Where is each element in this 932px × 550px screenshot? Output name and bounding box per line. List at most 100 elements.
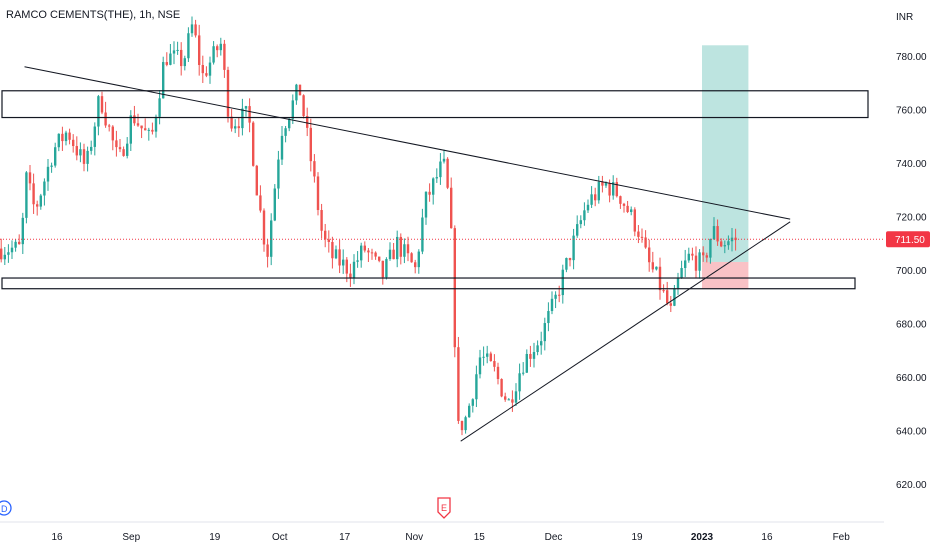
candle: [475, 365, 478, 408]
candle: [151, 122, 154, 135]
candle: [626, 200, 629, 214]
candle: [727, 235, 730, 250]
candle: [82, 143, 86, 172]
candle: [295, 83, 298, 105]
candle: [525, 349, 528, 374]
candle: [79, 142, 82, 163]
candle: [583, 202, 586, 226]
candle: [291, 94, 294, 125]
candle: [680, 260, 683, 279]
candle: [489, 351, 492, 362]
candle: [529, 345, 532, 367]
candle: [514, 383, 518, 407]
candle: [435, 168, 438, 183]
candle: [439, 153, 442, 185]
candle: [68, 128, 71, 145]
candle: [32, 173, 35, 214]
support-zone[interactable]: [1, 277, 856, 290]
candle: [129, 110, 132, 152]
candle: [504, 392, 507, 402]
candle: [234, 119, 237, 134]
price-axis[interactable]: 780.00 760.00 740.00 720.00 700.00 680.00 660.…: [896, 52, 927, 491]
candle: [511, 390, 514, 412]
candle: [446, 157, 449, 190]
candle: [406, 236, 410, 262]
candle: [540, 331, 543, 355]
candle: [133, 105, 136, 126]
candle: [194, 19, 197, 38]
candle: [723, 240, 726, 254]
candle: [334, 245, 338, 260]
dividends-badge[interactable]: D: [0, 500, 12, 516]
y-tick-3: 720.00: [896, 213, 927, 224]
x-tick-5: Nov: [405, 532, 423, 543]
candle: [356, 251, 359, 268]
ascending-trendline[interactable]: [460, 221, 791, 442]
candle: [705, 252, 708, 263]
candle: [500, 378, 503, 398]
candle: [57, 133, 60, 152]
candle: [327, 230, 330, 253]
candle: [140, 125, 143, 139]
candle: [90, 140, 93, 155]
trendlines-layer: [1, 66, 869, 442]
target-zone[interactable]: [702, 45, 749, 262]
candle: [424, 191, 428, 225]
candle: [468, 403, 471, 418]
candle: [338, 239, 341, 274]
candle: [198, 24, 201, 76]
candle: [669, 295, 672, 313]
candle: [187, 27, 190, 62]
candle: [64, 130, 68, 146]
candle: [536, 340, 539, 356]
candle: [72, 134, 75, 153]
candle: [342, 249, 345, 274]
candle: [176, 41, 179, 55]
time-axis[interactable]: 16 Sep 19 Oct 17 Nov 15 Dec 19 2023 16 Feb: [51, 532, 850, 543]
candle: [25, 171, 28, 224]
candle: [284, 125, 287, 143]
candle: [543, 317, 546, 351]
candle: [216, 44, 219, 58]
candle: [694, 246, 698, 278]
x-tick-9: 2023: [691, 532, 714, 543]
candle: [381, 260, 384, 285]
candle: [576, 215, 579, 238]
candle: [100, 91, 104, 115]
candle: [21, 212, 24, 255]
candle: [561, 264, 564, 304]
candle: [252, 121, 255, 167]
candle: [579, 215, 582, 229]
earnings-badge-label: E: [441, 503, 447, 513]
candle: [590, 186, 593, 208]
candle: [698, 249, 701, 279]
symbol-title: RAMCO CEMENTS(THE), 1h, NSE: [6, 9, 181, 21]
candle: [450, 177, 453, 229]
candle: [478, 349, 482, 379]
candle: [248, 98, 251, 133]
candle: [367, 248, 370, 262]
candle: [270, 213, 273, 266]
candle: [716, 219, 719, 246]
candle: [54, 142, 57, 168]
candle: [36, 200, 39, 216]
candle: [720, 238, 723, 248]
candle: [622, 202, 626, 213]
candle: [349, 263, 352, 287]
candle: [158, 90, 161, 125]
candle: [658, 257, 662, 300]
candle: [46, 159, 50, 191]
candle: [522, 362, 525, 376]
candle: [154, 114, 158, 138]
candle: [61, 126, 64, 151]
resistance-zone[interactable]: [1, 90, 869, 119]
earnings-badge[interactable]: E: [437, 497, 451, 519]
candle: [493, 354, 496, 372]
candle: [226, 66, 230, 123]
descending-trendline[interactable]: [24, 66, 791, 220]
candle: [655, 266, 658, 271]
candle: [118, 138, 122, 153]
candle: [486, 345, 489, 364]
candle: [518, 363, 521, 400]
